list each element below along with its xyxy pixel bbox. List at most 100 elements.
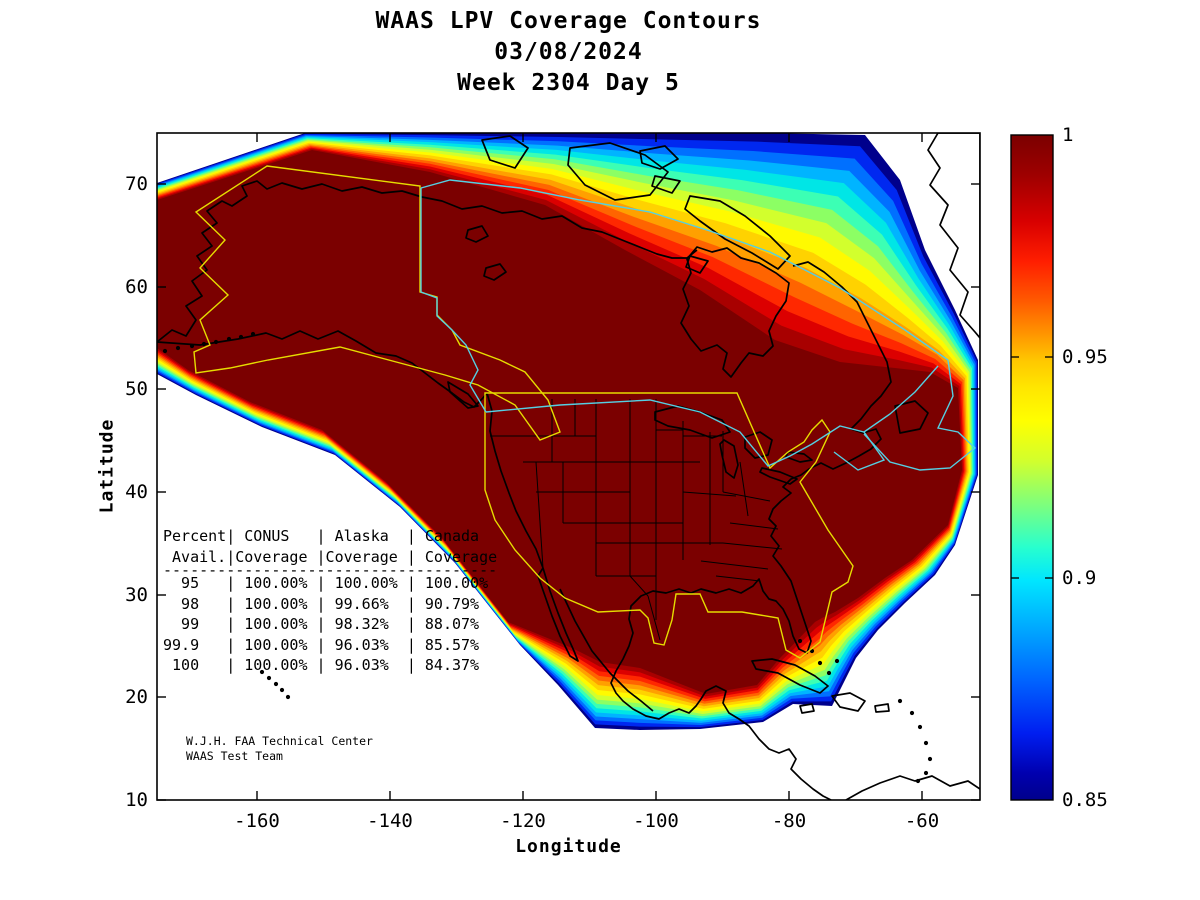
coastline (610, 261, 892, 800)
island-outline (680, 246, 790, 378)
state-boundary (739, 461, 749, 517)
island-outline (719, 439, 739, 479)
credit-line-1: W.J.H. FAA Technical Center (186, 734, 373, 748)
island-dot (285, 694, 291, 700)
y-tick-label: 30 (125, 584, 148, 606)
island-dot (279, 687, 285, 693)
state-boundary (722, 491, 771, 502)
island-dot (923, 770, 929, 776)
island-outline (759, 467, 798, 485)
chart-date: 03/08/2024 (494, 39, 643, 65)
state-boundary (535, 461, 544, 569)
y-tick-label: 10 (125, 789, 148, 811)
island-dot (189, 343, 195, 349)
boundary-cyan (420, 179, 977, 471)
island-outline (874, 703, 890, 713)
island-dot (162, 348, 168, 354)
island-outline (685, 255, 709, 274)
state-boundary (729, 522, 779, 530)
table-line: 95 | 100.00% | 100.00% | 100.00% (163, 574, 489, 592)
island-dot (897, 698, 903, 704)
x-tick-label: -120 (500, 810, 546, 832)
state-boundary (682, 491, 737, 497)
island-dot (226, 336, 232, 342)
x-tick-label: -160 (234, 810, 280, 832)
island-dot (266, 675, 272, 681)
plot-border (156, 132, 981, 801)
colorbar-tick-label: 0.9 (1062, 567, 1097, 589)
boundary-cyan (833, 431, 886, 471)
island-outline (684, 195, 791, 270)
service-volume-boundary-yellow (484, 392, 854, 659)
island-dot (273, 681, 279, 687)
island-dot (175, 345, 181, 351)
colorbar-tick-label: 1 (1062, 124, 1074, 146)
state-boundary (629, 575, 649, 597)
island-dot (250, 331, 256, 337)
colorbar-tick-label: 0.85 (1062, 789, 1108, 811)
island-outline (799, 703, 815, 714)
credit-text: W.J.H. FAA Technical Center WAAS Test Te… (186, 734, 373, 763)
island-outline (483, 263, 507, 281)
coastline (486, 392, 579, 662)
island-outline (751, 658, 829, 694)
island-dot (923, 740, 929, 746)
island-dot (797, 638, 803, 644)
state-boundary (700, 560, 769, 570)
x-tick-label: -140 (367, 810, 413, 832)
coastline (845, 775, 980, 800)
y-tick-label: 40 (125, 481, 148, 503)
island-outline (831, 692, 866, 712)
map-layers (157, 133, 980, 800)
island-outline (639, 145, 679, 170)
y-tick-label: 50 (125, 378, 148, 400)
island-dot (238, 334, 244, 340)
island-dot (201, 341, 207, 347)
coverage-band-15 (157, 150, 962, 694)
island-dot (909, 710, 915, 716)
island-dot (915, 778, 921, 784)
island-outline (465, 225, 489, 243)
island-outline (927, 133, 980, 339)
x-tick-label: -80 (771, 810, 807, 832)
island-dot (213, 339, 219, 345)
boundary-cyan (420, 188, 487, 413)
y-tick-label: 70 (125, 173, 148, 195)
state-boundary (715, 575, 761, 582)
island-outline (651, 175, 681, 194)
island-dot (927, 756, 933, 762)
island-outline (894, 400, 929, 434)
table-line: 99 | 100.00% | 98.32% | 88.07% (163, 615, 480, 633)
island-outline (567, 142, 669, 201)
island-dot (826, 670, 832, 676)
island-dot (259, 669, 265, 675)
island-outline (785, 451, 813, 463)
coastline (559, 588, 654, 712)
x-tick-label: -100 (633, 810, 679, 832)
island-outline (744, 431, 773, 459)
island-dot (917, 724, 923, 730)
table-line: 99.9 | 100.00% | 96.03% | 85.57% (163, 635, 480, 654)
title-block: WAAS LPV Coverage Contours 03/08/2024 We… (157, 6, 980, 99)
chart-week-day: Week 2304 Day 5 (457, 70, 680, 96)
table-line: 100 | 100.00% | 96.03% | 84.37% (163, 656, 480, 674)
state-boundary (722, 542, 783, 550)
x-axis-label: Longitude (515, 836, 622, 857)
coverage-table: Percent| CONUS | Alaska | Canada Avail.|… (163, 526, 497, 676)
x-tick-label: -60 (904, 810, 940, 832)
chart-title: WAAS LPV Coverage Contours (375, 8, 762, 34)
credit-line-2: WAAS Test Team (186, 748, 283, 763)
island-dot (817, 660, 823, 666)
table-line: 98 | 100.00% | 99.66% | 90.79% (163, 594, 480, 613)
island-dot (834, 658, 840, 664)
coastline (157, 330, 488, 408)
y-tick-label: 60 (125, 276, 148, 298)
island-outline (481, 135, 529, 169)
table-line: Percent| CONUS | Alaska | Canada (163, 527, 480, 545)
island-outline (447, 381, 479, 409)
colorbar (1010, 134, 1054, 801)
table-line: Avail.|Coverage |Coverage | Coverage (163, 547, 498, 566)
state-boundary (647, 595, 661, 641)
